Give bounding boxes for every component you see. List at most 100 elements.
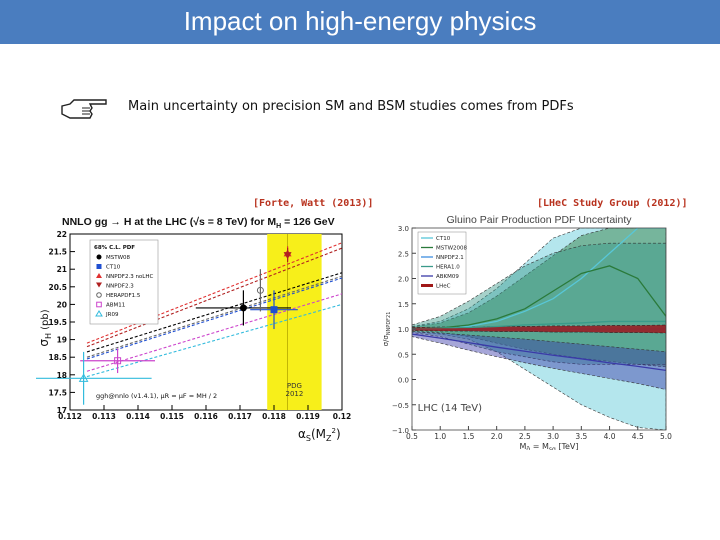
legend-entry: NNPDF2.1	[436, 255, 464, 261]
legend-marker	[96, 292, 102, 298]
pointing-hand-icon	[61, 99, 107, 119]
y-tick-label: 1.5	[398, 301, 409, 309]
x-tick-label: 0.113	[92, 412, 116, 421]
legend-entry: NNPDF2.3 noLHC	[106, 274, 153, 280]
title-bar: Impact on high-energy physics	[0, 0, 720, 44]
legend-entry: LHeC	[436, 284, 451, 290]
x-tick-label: 1.0	[434, 432, 446, 441]
chart2-legend: CT10 MSTW2008 NNPDF2.1 HERA1.0 ABKM09 LHeC	[417, 231, 468, 295]
x-tick-label: 3.0	[547, 432, 559, 441]
x-tick-label: 4.5	[632, 432, 644, 441]
legend-entry: NNPDF2.3	[106, 284, 134, 290]
chart2-bands	[412, 228, 666, 430]
trend-line	[86, 247, 343, 348]
legend-box	[89, 239, 159, 325]
trend-line	[86, 275, 343, 358]
chart2-ylabel: σ/σNNPDF21	[382, 312, 392, 347]
x-tick-label: 0.117	[228, 412, 252, 421]
trend-line	[86, 303, 343, 378]
x-tick-label: 2.5	[519, 432, 531, 441]
legend-marker	[96, 264, 102, 269]
y-tick-label: 18	[57, 371, 67, 380]
chart2-xlabel: Mg̃ = Msq [TeV]	[519, 442, 578, 450]
uncertainty-band	[412, 242, 666, 365]
legend-marker	[96, 282, 102, 288]
y-tick-label: 21	[57, 265, 67, 274]
bullet-text: Main uncertainty on precision SM and BSM…	[128, 99, 574, 114]
legend-entry: MSTW2008	[436, 246, 468, 252]
data-point	[283, 252, 292, 260]
y-tick-label: 21.5	[48, 248, 67, 257]
pdg-label: PDG	[287, 382, 302, 390]
trend-line	[86, 272, 343, 353]
data-point	[270, 306, 278, 314]
legend-entry: CT10	[436, 236, 451, 242]
pdg-label: 2012	[285, 390, 303, 398]
legend-marker	[96, 254, 102, 260]
x-tick-label: 0.5	[406, 432, 418, 441]
legend-marker	[96, 301, 102, 308]
chart1-title: NNLO gg → H at the LHC (√s = 8 TeV) for …	[62, 216, 335, 230]
data-point	[78, 373, 89, 382]
citation-left: [Forte, Watt (2013)]	[253, 198, 374, 209]
y-tick-label: 3.0	[398, 225, 409, 233]
central-line	[412, 333, 666, 372]
x-tick-label: 0.119	[296, 412, 320, 421]
legend-entry: MSTW08	[106, 255, 131, 261]
y-tick-label: 18.5	[48, 353, 67, 362]
y-tick-label: 17	[57, 406, 67, 415]
central-line	[412, 265, 666, 330]
y-tick-label: 22	[57, 230, 67, 239]
x-tick-label: 0.116	[194, 412, 218, 421]
chart1-ylabel: σH (pb)	[37, 309, 53, 346]
y-tick-label: 2.0	[398, 276, 409, 284]
legend-marker	[96, 273, 102, 278]
x-tick-label: 1.5	[462, 432, 474, 441]
y-tick-label: 19.5	[48, 318, 67, 327]
data-point	[256, 286, 264, 294]
legend-entry: ABM11	[106, 303, 125, 309]
chart1-xlabel: αS(MZ2)	[298, 427, 341, 443]
x-tick-label: 2.0	[491, 432, 503, 441]
y-tick-label: 20	[57, 300, 67, 309]
y-tick-label: 1.0	[398, 326, 409, 334]
legend-box	[417, 231, 467, 295]
slide-title: Impact on high-energy physics	[183, 6, 537, 36]
legend-entry: JR09	[105, 312, 119, 318]
trend-line	[86, 242, 343, 344]
x-tick-label: 0.118	[262, 412, 286, 421]
legend-header: 68% C.L. PDF	[94, 245, 135, 251]
trend-line	[86, 277, 343, 360]
y-tick-label: 0.5	[398, 351, 409, 359]
uncertainty-band	[412, 331, 666, 390]
y-tick-label: 0.0	[398, 377, 409, 385]
pdg-band	[267, 234, 322, 410]
x-tick-label: 0.115	[160, 412, 184, 421]
data-point	[114, 357, 122, 365]
y-tick-label: 17.5	[48, 388, 67, 397]
x-tick-label: 4.0	[604, 432, 616, 441]
x-tick-label: 0.112	[58, 412, 82, 421]
chart1-legend: 68% C.L. PDF MSTW08 CT10 NNPDF2.3 noLHC NNPD…	[89, 239, 159, 325]
x-tick-label: 3.5	[575, 432, 587, 441]
data-point	[239, 304, 247, 312]
y-tick-label: −0.5	[392, 402, 409, 410]
legend-marker	[95, 310, 103, 317]
y-tick-label: −1.0	[392, 427, 409, 435]
x-tick-label: 0.12	[333, 412, 352, 421]
higgs-xsec-chart: NNLO gg → H at the LHC (√s = 8 TeV) for …	[36, 216, 352, 443]
y-tick-label: 2.5	[398, 250, 409, 258]
legend-entry: CT10	[106, 265, 121, 271]
y-tick-label: 19	[57, 336, 67, 345]
chart2-title: Gluino Pair Production PDF Uncertainty	[447, 214, 633, 226]
chart2-annotation: LHC (14 TeV)	[418, 403, 482, 414]
chart1-footnote: ggh@nnlo (v1.4.1), μR = μF = MH / 2	[96, 392, 217, 400]
legend-entry: HERA1.0	[436, 265, 460, 271]
citation-right: [LHeC Study Group (2012)]	[537, 198, 688, 209]
legend-entry: ABKM09	[436, 274, 459, 280]
legend-entry: HERAPDF1.5	[106, 293, 141, 299]
x-tick-label: 0.114	[126, 412, 150, 421]
gluino-pdf-chart: Gluino Pair Production PDF Uncertainty 0.…	[382, 214, 672, 450]
x-tick-label: 5.0	[660, 432, 672, 441]
central-line	[412, 320, 666, 330]
